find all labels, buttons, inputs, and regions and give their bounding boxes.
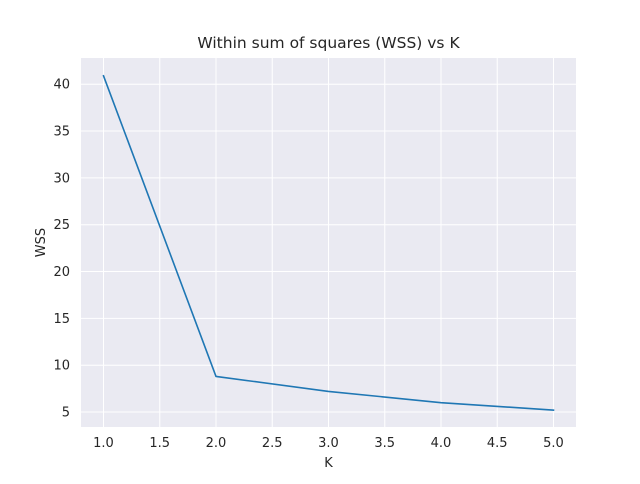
y-tick-label: 30 [53, 171, 70, 186]
series-layer [102, 74, 555, 411]
x-tick-label: 4.5 [487, 436, 508, 451]
y-tick-label: 35 [53, 125, 70, 140]
x-tick-labels: 1.0 1.5 2.0 2.5 3.0 3.5 4.0 4.5 5.0 [93, 436, 564, 451]
y-tick-label: 10 [53, 359, 70, 374]
chart-title: Within sum of squares (WSS) vs K [197, 34, 460, 52]
x-tick-label: 2.0 [206, 436, 227, 451]
x-axis-label: K [324, 456, 333, 471]
x-tick-label: 5.0 [543, 436, 564, 451]
x-tick-label: 1.0 [93, 436, 114, 451]
y-tick-label: 5 [62, 406, 70, 421]
y-tick-label: 20 [53, 265, 70, 280]
y-axis-label: WSS [34, 228, 49, 257]
series-line [102, 74, 555, 411]
x-tick-label: 2.5 [262, 436, 283, 451]
y-tick-label: 15 [53, 312, 70, 327]
y-tick-labels: 5 10 15 20 25 30 35 40 [53, 78, 70, 421]
grid-lines [81, 58, 576, 427]
x-tick-label: 3.0 [318, 436, 339, 451]
x-tick-label: 4.0 [431, 436, 452, 451]
y-tick-label: 40 [53, 78, 70, 93]
x-tick-label: 3.5 [374, 436, 395, 451]
y-tick-label: 25 [53, 218, 70, 233]
x-tick-label: 1.5 [149, 436, 170, 451]
